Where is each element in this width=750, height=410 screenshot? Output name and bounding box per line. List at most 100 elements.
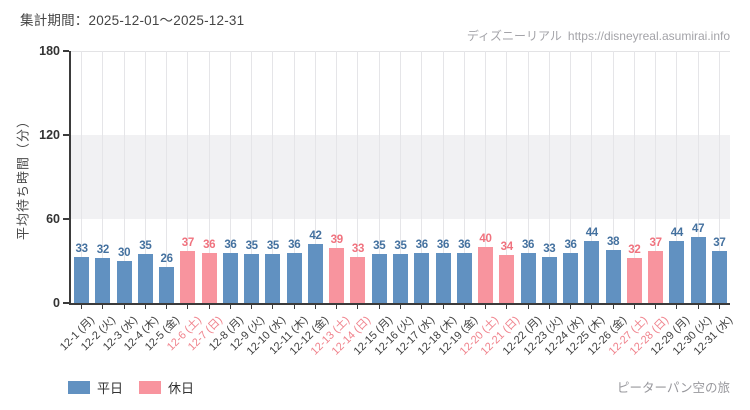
gridline-vertical xyxy=(166,51,168,303)
x-tick-mark xyxy=(633,305,635,309)
bar-12-25 (木) xyxy=(584,241,600,303)
bar-value-label: 37 xyxy=(713,237,726,250)
plot-area: 0 60 120 180 33 32 30 35 26 37 36 36 35 35 36 42 39 33 35 3… xyxy=(39,44,730,310)
bar-12-7 (日) xyxy=(201,252,217,303)
bar-value-label: 44 xyxy=(670,227,684,240)
gridline-vertical xyxy=(400,51,401,303)
gridline-vertical xyxy=(123,51,125,303)
x-tick-mark xyxy=(357,305,359,309)
x-tick-mark xyxy=(208,305,210,309)
legend-swatch-holiday xyxy=(139,381,162,394)
bar-value-label: 30 xyxy=(118,247,131,259)
y-tick-label: 180 xyxy=(39,44,60,58)
x-tick-mark xyxy=(718,305,720,309)
legend-item-holiday: 休日 xyxy=(139,378,194,397)
gridline-vertical xyxy=(187,51,189,303)
bar-value-label: 36 xyxy=(458,238,471,251)
bar-12-30 (火) xyxy=(690,237,706,303)
gridline-vertical xyxy=(251,51,253,303)
bar-value-label: 40 xyxy=(479,233,492,245)
x-tick-mark xyxy=(123,305,125,309)
legend: 平日 休日 xyxy=(68,378,194,397)
x-tick-mark xyxy=(506,305,508,309)
bar-12-4 (木) xyxy=(137,254,153,303)
x-tick-mark xyxy=(229,305,231,309)
bar-value-label: 33 xyxy=(543,242,556,255)
bar-12-16 (火) xyxy=(393,254,408,303)
x-tick-mark xyxy=(421,305,423,309)
site-watermark: ディズニーリアル https://disneyreal.asumirai.inf… xyxy=(467,27,730,44)
x-tick-mark xyxy=(251,305,253,309)
y-tick-mark xyxy=(63,50,69,52)
gridline-vertical xyxy=(81,51,83,303)
x-tick-mark xyxy=(442,305,444,309)
bar-value-label: 36 xyxy=(564,238,577,251)
legend-label-holiday: 休日 xyxy=(168,381,195,396)
x-tick-mark xyxy=(591,305,593,309)
bar-value-label: 35 xyxy=(266,240,280,252)
x-tick-mark xyxy=(400,305,401,309)
x-tick-mark xyxy=(527,305,529,309)
bar-12-28 (日) xyxy=(648,251,664,303)
gridline-vertical xyxy=(378,51,380,303)
bar-value-label: 37 xyxy=(649,237,662,250)
gridline-vertical xyxy=(697,51,699,303)
gridline-vertical xyxy=(548,51,550,303)
gridline-vertical xyxy=(272,51,274,303)
x-tick-mark xyxy=(612,305,614,309)
gridline-vertical xyxy=(655,51,657,303)
bar-12-18 (木) xyxy=(435,252,451,303)
x-axis-line xyxy=(69,303,730,305)
x-tick-mark xyxy=(293,305,295,309)
gridline-vertical xyxy=(527,51,529,303)
bar-12-10 (水) xyxy=(265,254,281,303)
gridline-vertical xyxy=(229,51,231,303)
gridline-vertical xyxy=(102,51,104,303)
x-tick-mark xyxy=(378,305,380,309)
bar-12-21 (日) xyxy=(499,255,515,303)
bar-value-label: 32 xyxy=(96,244,110,257)
y-tick-mark xyxy=(63,302,69,304)
x-tick-mark xyxy=(144,305,146,309)
x-tick-mark xyxy=(81,305,83,309)
bar-value-label: 36 xyxy=(415,238,429,251)
x-tick-mark xyxy=(102,305,104,309)
y-axis-title-text: 平均待ち時間（分） xyxy=(15,113,31,241)
bar-value-label: 36 xyxy=(203,238,216,251)
gridline-vertical xyxy=(633,51,635,303)
bar-12-3 (水) xyxy=(116,261,132,303)
x-tick-mark xyxy=(166,305,168,309)
bar-value-label: 33 xyxy=(75,242,89,255)
bar-12-29 (月) xyxy=(669,241,685,303)
bar-value-label: 37 xyxy=(181,237,195,250)
bar-12-8 (月) xyxy=(222,252,238,303)
x-tick-mark xyxy=(570,305,572,309)
gridline-vertical xyxy=(314,51,316,303)
gridline-vertical xyxy=(718,51,720,303)
gridline-vertical xyxy=(570,51,572,303)
gridline-vertical xyxy=(336,51,338,303)
x-tick-mark xyxy=(187,305,189,309)
x-tick-mark xyxy=(336,305,338,309)
site-name: ディズニーリアル xyxy=(466,29,562,43)
bar-value-label: 47 xyxy=(692,223,705,236)
gridline-vertical xyxy=(506,51,508,303)
bar-12-15 (月) xyxy=(371,254,387,303)
legend-item-weekday: 平日 xyxy=(68,378,123,397)
gridline-vertical xyxy=(421,51,423,303)
bar-12-20 (土) xyxy=(478,247,494,303)
bar-value-label: 35 xyxy=(245,240,259,252)
bar-12-2 (火) xyxy=(95,258,111,303)
y-tick-label: 60 xyxy=(46,212,60,226)
bar-12-26 (金) xyxy=(605,249,621,303)
bar-value-label: 33 xyxy=(351,242,365,255)
x-tick-mark xyxy=(485,305,487,309)
bar-value-label: 36 xyxy=(521,238,535,251)
x-axis-labels: 12-1 (月) 12-2 (火) 12-3 (水) 12-4 (木) 12-5 (金)… xyxy=(58,310,735,372)
gridline-vertical xyxy=(676,51,678,303)
bar-value-label: 39 xyxy=(330,234,344,247)
y-tick-mark xyxy=(63,218,69,220)
legend-label-weekday: 平日 xyxy=(97,381,124,396)
bar-value-label: 38 xyxy=(606,235,620,248)
x-tick-mark xyxy=(697,305,699,309)
